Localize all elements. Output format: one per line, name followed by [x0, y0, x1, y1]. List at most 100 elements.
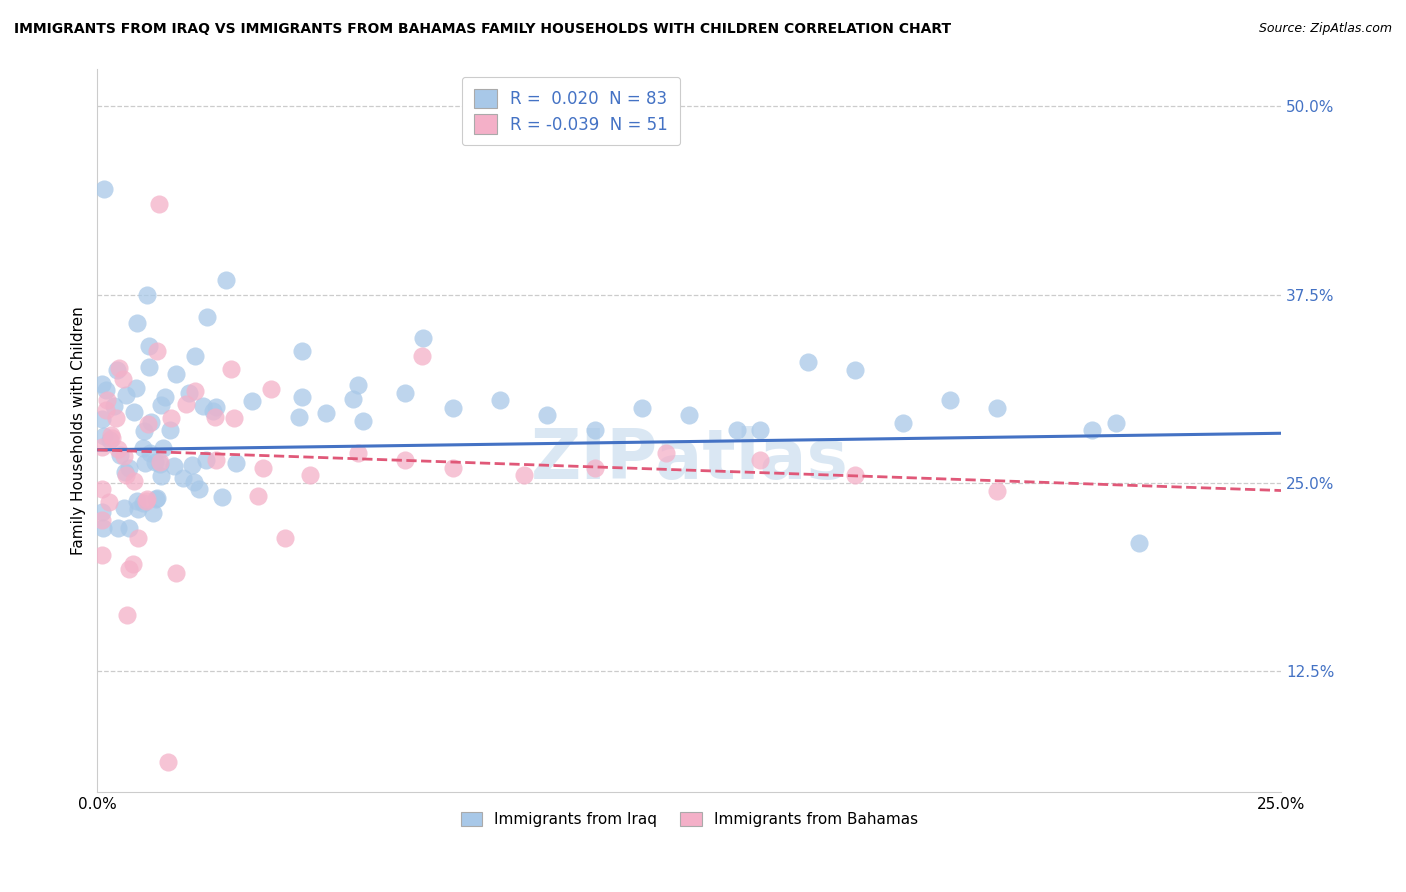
Point — [259, 383, 281, 397]
Point — [139, 415, 162, 429]
Point — [91, 440, 114, 454]
Point — [160, 411, 183, 425]
Point — [184, 384, 207, 399]
Point — [183, 475, 205, 490]
Point — [1104, 416, 1126, 430]
Point — [288, 410, 311, 425]
Point — [143, 455, 166, 469]
Point — [138, 338, 160, 352]
Point — [125, 317, 148, 331]
Point — [242, 393, 264, 408]
Point — [149, 398, 172, 412]
Point — [149, 455, 172, 469]
Point — [142, 506, 165, 520]
Point — [166, 566, 188, 580]
Point — [891, 416, 914, 430]
Point — [204, 409, 226, 424]
Point — [127, 502, 149, 516]
Point — [112, 500, 135, 515]
Point — [441, 461, 464, 475]
Point — [153, 390, 176, 404]
Point — [149, 468, 172, 483]
Point — [124, 404, 146, 418]
Legend: Immigrants from Iraq, Immigrants from Bahamas: Immigrants from Iraq, Immigrants from Ba… — [453, 805, 925, 835]
Point — [222, 411, 245, 425]
Point — [252, 461, 274, 475]
Point — [91, 521, 114, 535]
Point — [797, 355, 820, 369]
Point — [115, 607, 138, 622]
Point — [631, 401, 654, 415]
Point — [138, 360, 160, 375]
Point — [145, 343, 167, 358]
Point — [204, 401, 226, 415]
Point — [225, 456, 247, 470]
Point — [844, 363, 866, 377]
Point — [347, 446, 370, 460]
Point — [163, 458, 186, 473]
Point — [91, 411, 114, 425]
Point — [91, 504, 114, 518]
Point — [986, 483, 1008, 498]
Text: IMMIGRANTS FROM IRAQ VS IMMIGRANTS FROM BAHAMAS FAMILY HOUSEHOLDS WITH CHILDREN : IMMIGRANTS FROM IRAQ VS IMMIGRANTS FROM … — [14, 22, 952, 37]
Point — [159, 423, 181, 437]
Point — [347, 378, 370, 392]
Point — [91, 548, 114, 562]
Point — [98, 433, 121, 447]
Point — [291, 390, 314, 404]
Point — [114, 465, 136, 479]
Point — [145, 491, 167, 505]
Point — [211, 490, 233, 504]
Point — [145, 492, 167, 507]
Point — [108, 448, 131, 462]
Point — [103, 399, 125, 413]
Point — [246, 489, 269, 503]
Point — [1128, 536, 1150, 550]
Point — [93, 429, 115, 443]
Point — [654, 446, 676, 460]
Point — [111, 371, 134, 385]
Point — [191, 399, 214, 413]
Point — [394, 453, 416, 467]
Point — [135, 494, 157, 508]
Point — [127, 531, 149, 545]
Point — [132, 442, 155, 456]
Point — [315, 406, 337, 420]
Point — [135, 287, 157, 301]
Point — [411, 349, 433, 363]
Point — [115, 387, 138, 401]
Point — [342, 392, 364, 406]
Point — [100, 431, 122, 445]
Text: Source: ZipAtlas.com: Source: ZipAtlas.com — [1258, 22, 1392, 36]
Point — [512, 468, 534, 483]
Point — [134, 424, 156, 438]
Point — [107, 521, 129, 535]
Point — [204, 453, 226, 467]
Point — [125, 381, 148, 395]
Point — [124, 475, 146, 489]
Point — [104, 411, 127, 425]
Point — [135, 491, 157, 506]
Point — [118, 521, 141, 535]
Point — [583, 423, 606, 437]
Point — [187, 483, 209, 497]
Y-axis label: Family Households with Children: Family Households with Children — [72, 306, 86, 555]
Point — [157, 755, 180, 769]
Point — [678, 408, 700, 422]
Point — [215, 272, 238, 286]
Point — [112, 449, 135, 463]
Point — [749, 453, 772, 467]
Point — [749, 423, 772, 437]
Point — [394, 385, 416, 400]
Point — [118, 461, 141, 475]
Point — [844, 468, 866, 483]
Point — [91, 376, 114, 391]
Point — [725, 423, 748, 437]
Point — [93, 182, 115, 196]
Point — [152, 441, 174, 455]
Point — [136, 417, 159, 432]
Point — [115, 467, 138, 482]
Point — [986, 401, 1008, 415]
Point — [441, 401, 464, 415]
Point — [149, 457, 172, 471]
